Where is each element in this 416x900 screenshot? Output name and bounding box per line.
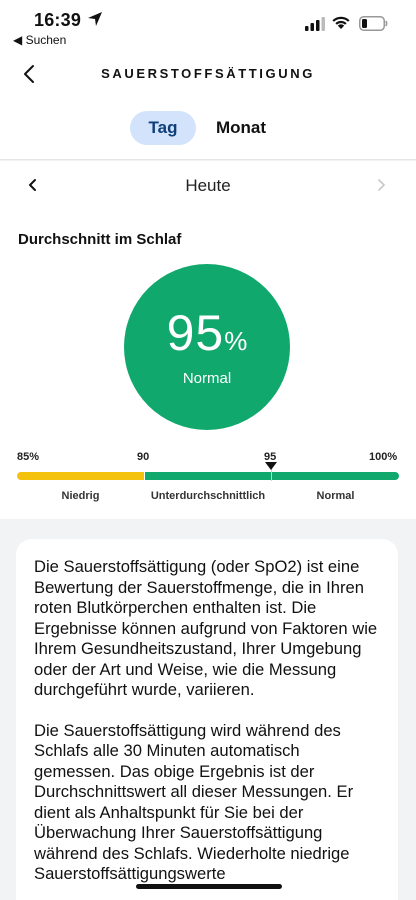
range-bar-mid (145, 472, 271, 480)
spo2-gauge-circle: 95% Normal (124, 264, 290, 430)
zone-label-normal: Normal (316, 490, 355, 502)
chevron-left-icon[interactable] (24, 176, 42, 194)
spo2-status: Normal (182, 370, 232, 387)
info-paragraph: Die Sauerstoffsättigung wird während des… (34, 720, 354, 884)
chevron-left-icon[interactable] (18, 62, 42, 86)
tab-day[interactable]: Tag (130, 111, 196, 145)
status-bar: 16:39 ◀ Suchen (0, 0, 416, 50)
tick-label-100: 100% (369, 451, 398, 463)
spo2-value: 95% (124, 304, 290, 362)
tick-label-85: 85% (17, 451, 40, 463)
location-arrow-icon (88, 12, 102, 26)
chevron-right-icon[interactable] (372, 176, 390, 194)
tick-label-90: 90 (137, 451, 150, 463)
zone-label-mid: Unterdurchschnittlich (150, 490, 266, 502)
wifi-icon (332, 16, 350, 29)
summary-card: Heute Durchschnitt im Schlaf 95% Normal … (0, 161, 416, 519)
value-marker-icon (265, 462, 277, 470)
home-indicator (136, 884, 282, 889)
tick-label-95: 95 (264, 451, 277, 463)
nav-header: SAUERSTOFFSÄTTIGUNG Tag Monat (0, 50, 416, 160)
section-title: Durchschnitt im Schlaf (18, 231, 182, 248)
page-title: SAUERSTOFFSÄTTIGUNG (101, 66, 315, 81)
battery-icon (359, 16, 388, 31)
range-bar-low (17, 472, 144, 480)
range-bar-high (272, 472, 399, 480)
status-time: 16:39 (34, 10, 82, 30)
spo2-number: 95 (166, 305, 225, 361)
tab-month[interactable]: Monat (215, 118, 267, 137)
zone-label-low: Niedrig (61, 490, 100, 502)
date-label: Heute (185, 176, 231, 195)
range-separator (271, 463, 272, 481)
info-card: Die Sauerstoffsättigung (oder SpO2) ist … (16, 539, 398, 900)
spo2-unit: % (224, 326, 248, 356)
info-paragraph: Die Sauerstoffsättigung (oder SpO2) ist … (34, 557, 378, 699)
back-to-app-link[interactable]: ◀ Suchen (13, 33, 67, 47)
signal-icon (305, 17, 325, 31)
